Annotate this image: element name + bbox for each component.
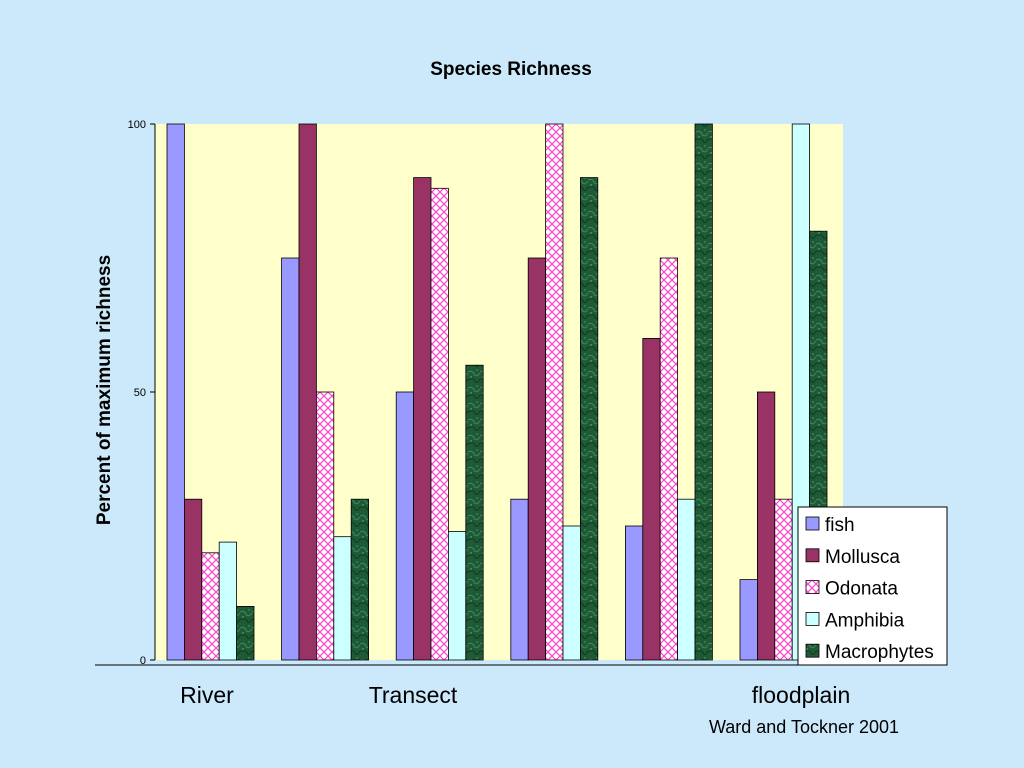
label-river: River xyxy=(180,682,234,708)
legend-label-fish: fish xyxy=(825,515,855,536)
bar-macrophytes-5 xyxy=(694,123,713,661)
y-tick-labels: 0 50 100 xyxy=(128,119,146,667)
legend-label-odonata: Odonata xyxy=(825,579,898,600)
legend: fish Mollusca Odonata Amphibia Macrophytes xyxy=(797,506,948,666)
bar-fish-3 xyxy=(395,391,415,661)
bar-amphibia-2 xyxy=(333,536,352,661)
plot-area xyxy=(155,124,843,660)
y-axis xyxy=(150,123,156,661)
bar-odonata-2 xyxy=(315,391,335,661)
bar-macrophytes-2 xyxy=(350,498,370,661)
bar-macrophytes-4 xyxy=(580,177,599,661)
legend-swatch-amphibia xyxy=(805,612,820,626)
bar-odonata-5 xyxy=(659,257,679,661)
bar-amphibia-3 xyxy=(447,531,467,661)
bar-fish-4 xyxy=(510,498,529,661)
legend-swatch-odonata xyxy=(805,580,820,594)
y-tick-label-100: 100 xyxy=(128,119,146,131)
bar-odonata-6 xyxy=(774,498,793,661)
bar-fish-1 xyxy=(166,123,185,661)
y-axis-label: Percent of maximum richness xyxy=(94,255,115,525)
legend-swatch-fish xyxy=(805,516,820,531)
legend-label-mollusca: Mollusca xyxy=(825,547,900,568)
label-transect: Transect xyxy=(369,682,458,708)
bar-fish-2 xyxy=(281,257,300,661)
legend-swatch-mollusca xyxy=(805,548,820,563)
bar-mollusca-4 xyxy=(527,257,547,661)
legend-label-macrophytes: Macrophytes xyxy=(825,642,934,663)
bar-mollusca-1 xyxy=(183,498,203,661)
bar-amphibia-4 xyxy=(562,525,581,661)
y-tick-label-0: 0 xyxy=(140,655,146,667)
bar-odonata-3 xyxy=(430,187,449,661)
legend-label-amphibia: Amphibia xyxy=(825,610,905,631)
bar-odonata-1 xyxy=(201,552,220,661)
legend-box xyxy=(797,506,948,666)
bar-macrophytes-3 xyxy=(465,364,484,661)
legend-swatch-macrophytes xyxy=(805,643,820,658)
credit: Ward and Tockner 2001 xyxy=(709,717,899,737)
bar-odonata-4 xyxy=(545,123,564,661)
bar-mollusca-3 xyxy=(413,177,432,661)
bar-amphibia-5 xyxy=(677,498,696,661)
y-tick-label-50: 50 xyxy=(134,387,146,399)
chart-title: Species Richness xyxy=(430,59,592,80)
label-floodplain: floodplain xyxy=(752,682,850,708)
bar-fish-5 xyxy=(625,525,644,661)
bar-fish-6 xyxy=(739,579,758,661)
bar-macrophytes-1 xyxy=(236,606,255,661)
bars-group xyxy=(166,123,828,661)
bar-mollusca-2 xyxy=(298,123,317,661)
bar-amphibia-1 xyxy=(218,541,237,661)
bar-mollusca-6 xyxy=(757,391,776,661)
bar-mollusca-5 xyxy=(642,337,661,661)
